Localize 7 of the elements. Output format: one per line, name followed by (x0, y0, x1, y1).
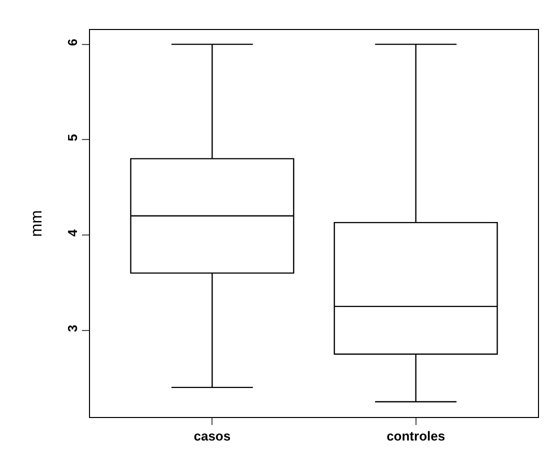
x-tick-label: controles (386, 428, 446, 444)
y-tick-label: 6 (64, 38, 80, 46)
y-tick-label: 4 (64, 228, 80, 237)
x-tick-label: casos (194, 428, 231, 444)
y-axis-title: mm (28, 210, 46, 237)
y-tick-label: 5 (64, 134, 80, 142)
y-tick-label: 3 (64, 324, 80, 332)
